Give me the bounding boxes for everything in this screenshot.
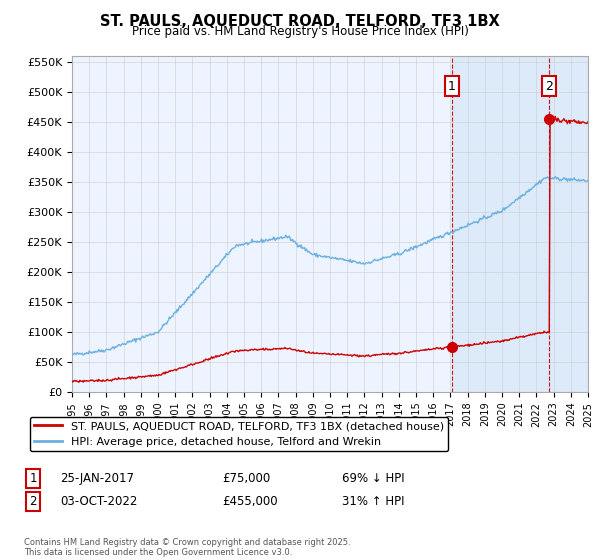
Legend: ST. PAULS, AQUEDUCT ROAD, TELFORD, TF3 1BX (detached house), HPI: Average price,: ST. PAULS, AQUEDUCT ROAD, TELFORD, TF3 1… (29, 417, 448, 451)
Text: 1: 1 (29, 472, 37, 486)
Text: 2: 2 (29, 494, 37, 508)
Text: 1: 1 (448, 80, 455, 92)
Text: 25-JAN-2017: 25-JAN-2017 (60, 472, 134, 486)
Text: ST. PAULS, AQUEDUCT ROAD, TELFORD, TF3 1BX: ST. PAULS, AQUEDUCT ROAD, TELFORD, TF3 1… (100, 14, 500, 29)
Text: £455,000: £455,000 (222, 494, 278, 508)
Bar (549, 56, 588, 392)
Text: 69% ↓ HPI: 69% ↓ HPI (342, 472, 404, 486)
Text: Price paid vs. HM Land Registry's House Price Index (HPI): Price paid vs. HM Land Registry's House … (131, 25, 469, 38)
Text: £75,000: £75,000 (222, 472, 270, 486)
Text: 03-OCT-2022: 03-OCT-2022 (60, 494, 137, 508)
Text: 2: 2 (545, 80, 553, 92)
Bar (452, 56, 550, 392)
Text: 31% ↑ HPI: 31% ↑ HPI (342, 494, 404, 508)
Text: Contains HM Land Registry data © Crown copyright and database right 2025.
This d: Contains HM Land Registry data © Crown c… (24, 538, 350, 557)
